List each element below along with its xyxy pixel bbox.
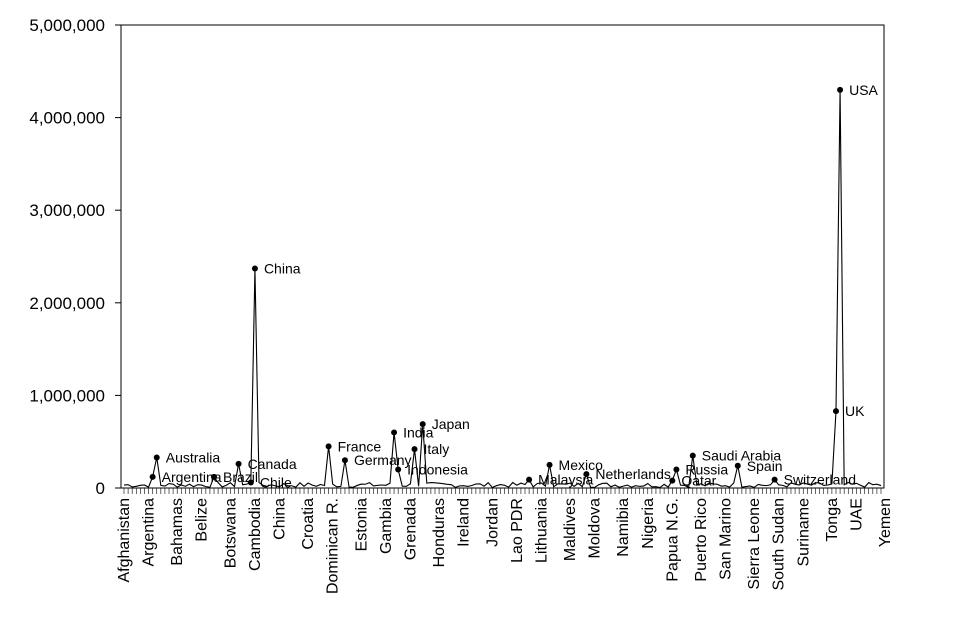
x-tick-label: Jordan [484,498,501,547]
x-tick-label: Bahamas [169,498,186,566]
point-label: Italy [424,441,450,457]
x-tick-label: Belize [194,498,211,542]
x-tick-label: Gambia [378,498,395,554]
x-tick-label: Afghanistan [116,498,133,583]
data-point [832,408,839,415]
data-point [689,452,696,459]
series-line [123,89,882,489]
y-tick-label: 4,000,000 [29,109,105,128]
x-tick-label: Botswana [222,498,239,568]
data-point [526,476,533,483]
data-point [771,476,778,483]
point-label: Qatar [681,473,716,489]
data-point [211,473,218,480]
x-tick-label: Dominican R. [325,498,342,594]
x-tick-label: UAE [848,498,865,531]
data-point [341,457,348,464]
point-label: France [338,438,382,454]
point-label: Chile [260,474,292,490]
point-label: Japan [432,416,470,432]
x-tick-label: Honduras [431,498,448,567]
x-tick-label: Lithuania [533,498,550,563]
point-label: Russia [685,461,728,477]
y-tick-label: 1,000,000 [29,386,105,405]
x-tick-label: Suriname [795,498,812,567]
data-point [391,429,398,436]
point-label: UK [845,403,865,419]
data-point [395,466,402,473]
point-label: Netherlands [595,466,671,482]
data-point [673,466,680,473]
point-label: Canada [248,456,297,472]
point-label: China [264,261,301,277]
data-point [325,443,332,450]
x-tick-label: Papua N.G. [664,498,681,582]
y-tick-label: 2,000,000 [29,294,105,313]
x-tick-label: San Marino [718,498,735,580]
data-point [734,462,741,469]
data-point [153,454,160,461]
x-tick-label: Moldova [587,498,604,559]
data-point [247,479,254,486]
x-tick-label: Maldives [562,498,579,561]
x-tick-label: Grenada [402,498,419,560]
data-point [583,471,590,478]
point-label: Mexico [559,457,604,473]
point-label: Malaysia [538,472,593,488]
x-tick-label: China [271,498,288,540]
data-point [411,446,418,453]
data-point [149,473,156,480]
y-tick-label: 3,000,000 [29,201,105,220]
point-label: Saudi Arabia [702,448,782,464]
data-line [123,89,882,489]
y-axis: 0 1,000,000 2,000,000 3,000,000 4,000,000 5,0… [29,16,121,498]
x-tick-label: Tonga [824,498,841,542]
x-tick-label: South Sudan [771,498,788,591]
point-label: Switzerland [784,472,856,488]
x-tick-label: Croatia [300,498,317,550]
point-label: USA [849,82,878,98]
plot-frame [120,24,885,489]
data-point [419,421,426,428]
point-label: India [403,424,434,440]
point-label: Argentina [162,469,222,485]
y-tick-label: 5,000,000 [29,16,105,35]
x-tick-label: Estonia [353,498,370,551]
point-label: Australia [166,449,221,465]
data-point [669,477,676,484]
x-tick-label: Puerto Rico [693,498,710,582]
x-tick-label: Yemen [877,498,894,547]
x-tick-label: Sierra Leone [746,498,763,590]
point-label: Germany [354,452,412,468]
data-point [235,460,242,467]
x-tick-label: Lao PDR [509,498,526,563]
point-label: Indonesia [407,461,468,477]
x-tick-label: Nigeria [640,498,657,549]
data-point [546,461,553,468]
x-axis: Afghanistan Argentina Bahamas Belize Botswan… [116,488,894,594]
x-tick-label: Namibia [615,498,632,557]
point-label: Spain [747,458,783,474]
data-point [837,86,844,93]
x-tick-label: Cambodia [247,498,264,571]
x-tick-label: Ireland [456,498,473,547]
y-tick-label: 0 [96,479,105,498]
data-point [251,265,258,272]
x-tick-label: Argentina [141,498,158,567]
